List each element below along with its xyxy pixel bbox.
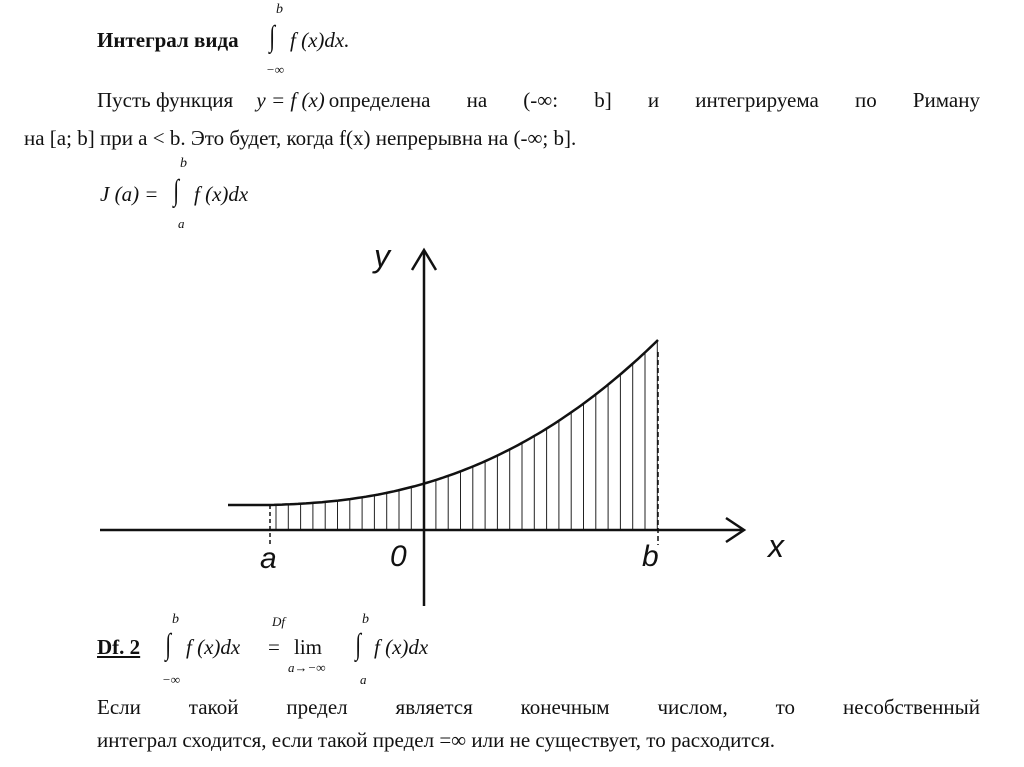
- para1-line1: Пусть функция y = f (x) определена на (-…: [97, 88, 980, 113]
- def-integrand2: f (x)dx: [374, 635, 429, 659]
- heading-integral-upper: b: [276, 2, 283, 17]
- para1-line2: на [a; b] при a < b. Это будет, когда f(…: [24, 126, 577, 150]
- def-lower2: a: [360, 672, 367, 687]
- b-label: b: [642, 540, 659, 573]
- integral-sign-icon: ∫: [355, 628, 361, 661]
- heading-label: Интеграл вида: [97, 28, 239, 52]
- def-eq-over: Df: [272, 614, 285, 629]
- y-axis-arrow-icon: [410, 247, 438, 271]
- para2-line2: интеграл сходится, если такой предел =∞ …: [97, 728, 775, 752]
- a-label: a: [260, 542, 277, 575]
- x-axis-label: x: [768, 528, 784, 564]
- zero-label: 0: [390, 540, 407, 573]
- formula-j-lower: a: [178, 216, 185, 231]
- para1-formula: y = f (x): [256, 88, 325, 112]
- para2-line1: Если такой предел является конечным числ…: [97, 695, 980, 719]
- def-eq: =: [268, 635, 280, 659]
- formula-j-integrand: f (x)dx: [194, 182, 249, 206]
- para1-start: Пусть функция: [97, 88, 239, 112]
- def-upper1: b: [172, 612, 179, 627]
- def-integrand1: f (x)dx: [186, 635, 241, 659]
- def-lower1: −∞: [162, 672, 181, 687]
- area-hatching: [275, 340, 658, 530]
- integral-sign-icon: ∫: [269, 20, 275, 53]
- def-lim-sub: a→−∞: [288, 660, 326, 675]
- y-axis-label: y: [374, 238, 390, 274]
- def-lim: lim: [294, 635, 323, 659]
- def-upper2: b: [362, 612, 369, 627]
- x-axis-arrow-icon: [725, 516, 747, 544]
- function-curve: [228, 339, 659, 507]
- definition-label: Df. 2: [97, 635, 141, 659]
- integral-sign-icon: ∫: [173, 174, 179, 207]
- heading-integrand: f (x)dx.: [290, 28, 350, 52]
- heading-integral-lower: −∞: [266, 62, 285, 77]
- integral-sign-icon: ∫: [165, 628, 171, 661]
- formula-j-upper: b: [180, 156, 187, 171]
- formula-j-lhs: J (a) =: [100, 182, 159, 206]
- para1-end: определена на (-∞: b] и интегрируема по …: [328, 88, 980, 112]
